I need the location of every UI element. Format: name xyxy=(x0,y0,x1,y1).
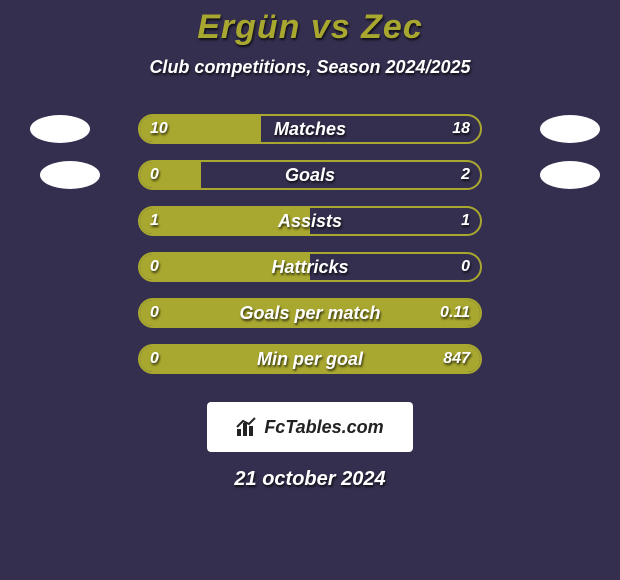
stat-bar: 0Min per goal847 xyxy=(138,344,482,374)
stat-row: 0Goals per match0.11 xyxy=(0,290,620,336)
stat-row: 10Matches18 xyxy=(0,106,620,152)
stat-row: 0Hattricks0 xyxy=(0,244,620,290)
stat-value-right: 1 xyxy=(461,208,470,234)
brand-text: FcTables.com xyxy=(264,417,383,438)
stat-bar: 0Goals per match0.11 xyxy=(138,298,482,328)
stat-value-right: 0.11 xyxy=(440,300,470,326)
page-subtitle: Club competitions, Season 2024/2025 xyxy=(0,57,620,78)
stat-label: Assists xyxy=(140,208,480,234)
date-label: 21 october 2024 xyxy=(0,468,620,491)
page-title: Ergün vs Zec xyxy=(0,0,620,47)
stat-bar: 10Matches18 xyxy=(138,114,482,144)
stat-bar: 0Hattricks0 xyxy=(138,252,482,282)
stat-row: 1Assists1 xyxy=(0,198,620,244)
stat-row: 0Goals2 xyxy=(0,152,620,198)
player-avatar-right xyxy=(540,161,600,189)
stat-label: Matches xyxy=(140,116,480,142)
comparison-card: Ergün vs Zec Club competitions, Season 2… xyxy=(0,0,620,580)
player-avatar-right xyxy=(540,115,600,143)
stat-label: Goals xyxy=(140,162,480,188)
stat-label: Hattricks xyxy=(140,254,480,280)
stat-row: 0Min per goal847 xyxy=(0,336,620,382)
stat-value-right: 18 xyxy=(452,116,470,142)
player-avatar-left xyxy=(40,161,100,189)
bar-chart-icon xyxy=(236,417,258,437)
brand-badge: FcTables.com xyxy=(207,402,413,452)
stat-value-right: 0 xyxy=(461,254,470,280)
stat-value-right: 847 xyxy=(443,346,470,372)
stat-value-right: 2 xyxy=(461,162,470,188)
stat-label: Goals per match xyxy=(140,300,480,326)
stat-bar: 0Goals2 xyxy=(138,160,482,190)
stat-label: Min per goal xyxy=(140,346,480,372)
stat-rows: 10Matches180Goals21Assists10Hattricks00G… xyxy=(0,106,620,382)
stat-bar: 1Assists1 xyxy=(138,206,482,236)
player-avatar-left xyxy=(30,115,90,143)
